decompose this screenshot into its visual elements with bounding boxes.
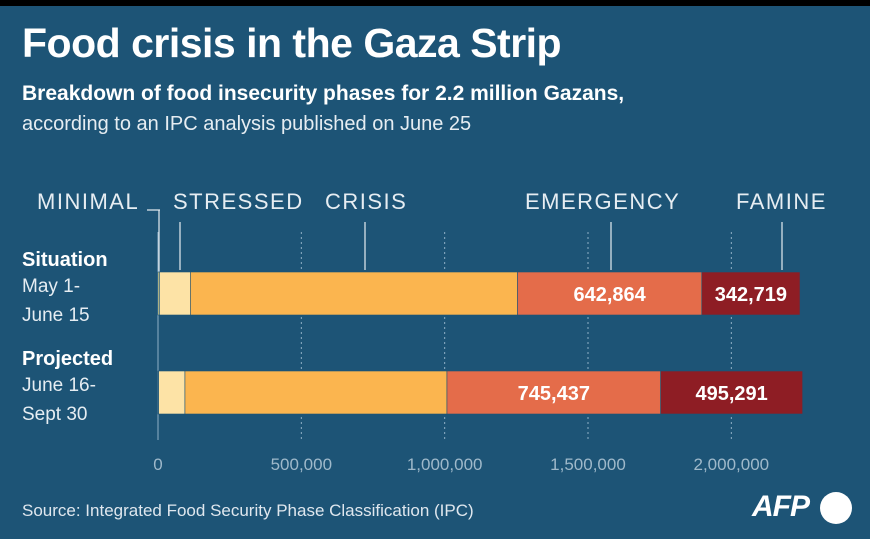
top-bar [0, 0, 870, 6]
bar-segment [158, 370, 186, 415]
category-period-label: June 15 [22, 305, 90, 326]
category-label: Situation [22, 249, 108, 271]
legend-label: STRESSED [173, 189, 304, 214]
bar-segment [184, 370, 448, 415]
legend-label: MINIMAL [37, 189, 139, 214]
data-label: 642,864 [573, 284, 646, 306]
x-tick-label: 1,000,000 [407, 455, 483, 474]
x-tick-label: 1,500,000 [550, 455, 626, 474]
bar-segment [660, 370, 803, 415]
x-tick-label: 0 [153, 455, 162, 474]
afp-logo-circle-icon [820, 492, 852, 524]
legend-label: FAMINE [736, 189, 827, 214]
afp-logo-text: AFP [752, 490, 810, 523]
category-period-label: May 1- [22, 276, 80, 297]
bar-segment [159, 271, 191, 316]
x-tick-label: 2,000,000 [694, 455, 770, 474]
category-label: Projected [22, 348, 113, 370]
legend-label: CRISIS [325, 189, 407, 214]
source-note: Source: Integrated Food Security Phase C… [22, 501, 474, 520]
legend-label: EMERGENCY [525, 189, 680, 214]
category-period-label: Sept 30 [22, 404, 88, 425]
x-tick-label: 500,000 [271, 455, 332, 474]
bar-segment [446, 370, 661, 415]
category-period-label: June 16- [22, 375, 96, 396]
bar-segment [190, 271, 518, 316]
chart-subtitle-bold: Breakdown of food insecurity phases for … [22, 82, 625, 105]
chart-subtitle: according to an IPC analysis published o… [22, 113, 472, 135]
data-label: 342,719 [715, 284, 787, 306]
afp-logo: AFP [752, 490, 852, 526]
bar-segment [701, 271, 801, 316]
data-label: 495,291 [695, 383, 767, 405]
chart-title: Food crisis in the Gaza Strip [22, 20, 562, 66]
bar-segment [517, 271, 703, 316]
data-label: 745,437 [518, 383, 590, 405]
